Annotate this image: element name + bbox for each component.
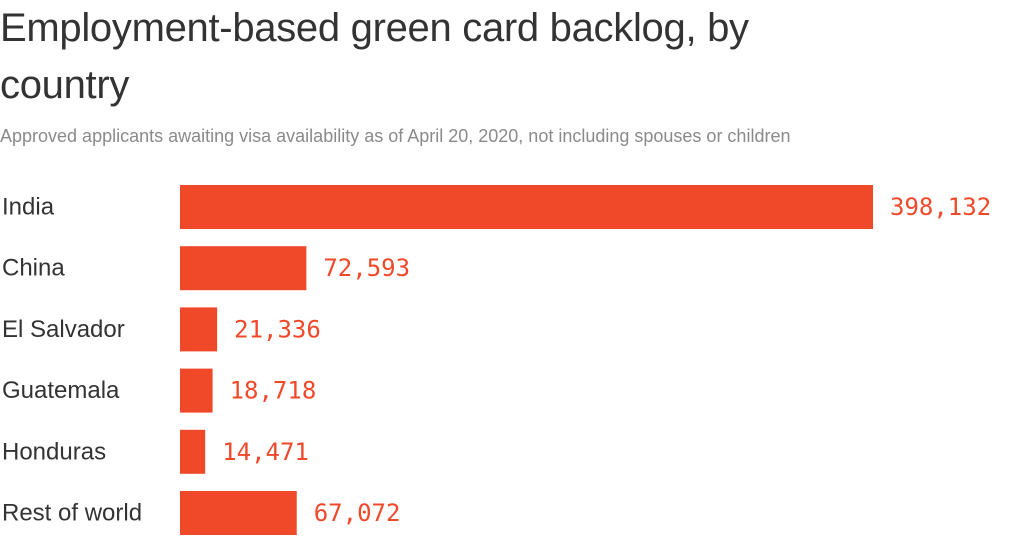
category-label: China bbox=[2, 255, 65, 282]
bar bbox=[180, 429, 206, 474]
value-label: 398,132 bbox=[890, 193, 991, 221]
bar bbox=[180, 491, 297, 535]
category-label: Rest of world bbox=[2, 500, 142, 527]
value-label: 14,471 bbox=[222, 438, 309, 466]
category-label: Guatemala bbox=[2, 377, 120, 404]
chart-subtitle: Approved applicants awaiting visa availa… bbox=[0, 126, 791, 146]
value-label: 67,072 bbox=[314, 499, 401, 527]
bar bbox=[180, 185, 873, 229]
chart-title: Employment-based green card backlog, by … bbox=[0, 6, 749, 107]
value-label: 21,336 bbox=[234, 315, 321, 343]
category-label: India bbox=[2, 194, 55, 221]
bar bbox=[180, 368, 213, 413]
value-label: 72,593 bbox=[323, 254, 410, 282]
category-label: El Salvador bbox=[2, 316, 125, 343]
value-label: 18,718 bbox=[230, 377, 317, 405]
category-label: Honduras bbox=[2, 438, 106, 465]
bar bbox=[180, 246, 307, 291]
bar bbox=[180, 307, 218, 352]
